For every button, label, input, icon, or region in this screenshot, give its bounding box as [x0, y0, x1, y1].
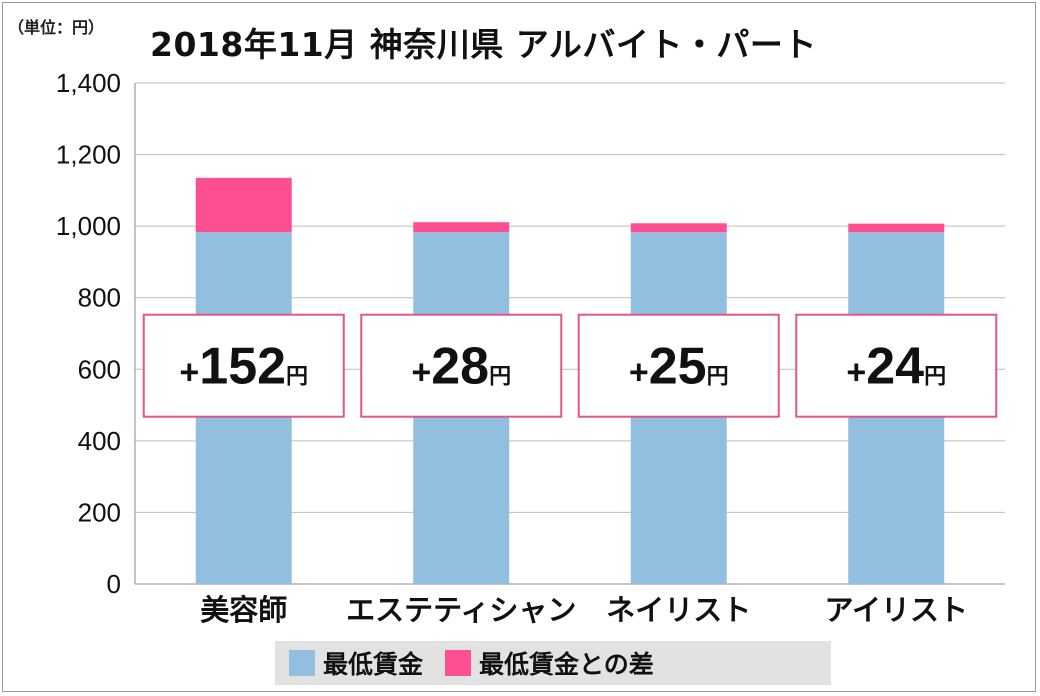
callout-box [360, 313, 563, 418]
legend-swatch-base [289, 650, 315, 676]
data-label-sign: + [179, 354, 199, 392]
data-label: +152円 [179, 338, 308, 396]
bar-diff-segment [848, 223, 945, 233]
data-label-value: 24 [866, 338, 924, 396]
data-label-value: 25 [649, 338, 707, 396]
x-category-label: ネイリスト [606, 593, 751, 627]
y-tick-label: 1,200 [56, 140, 121, 170]
data-label-unit: 円 [489, 365, 511, 390]
callout-box [795, 313, 998, 418]
x-category-label: 美容師 [200, 593, 287, 627]
legend-item-base: 最低賃金 [289, 645, 423, 681]
data-label-value: 28 [431, 338, 489, 396]
data-label-unit: 円 [286, 365, 308, 390]
y-tick-label: 800 [78, 283, 121, 313]
y-tick-label: 1,400 [56, 68, 121, 98]
y-tick-label: 400 [78, 426, 121, 456]
data-label: +25円 [629, 338, 729, 396]
y-tick-label: 600 [78, 354, 121, 384]
chart-title: 2018年11月 神奈川県 アルバイト・パート [150, 25, 817, 64]
legend-label-diff: 最低賃金との差 [479, 650, 654, 679]
data-label: +28円 [411, 338, 511, 396]
x-category-label: エステティシャン [346, 593, 576, 627]
unit-note: （単位：円） [8, 18, 105, 37]
y-tick-label: 200 [78, 497, 121, 527]
y-tick-label: 1,000 [56, 211, 121, 241]
callout: +24円 [795, 313, 998, 418]
data-label-unit: 円 [707, 365, 729, 390]
legend-swatch-diff [445, 650, 472, 676]
data-label-value: 152 [199, 338, 286, 396]
callout: +28円 [360, 313, 563, 418]
legend-label-base: 最低賃金 [323, 650, 424, 679]
x-category-label: アイリスト [824, 593, 968, 627]
callout-box [142, 313, 345, 418]
legend: 最低賃金 最低賃金との差 [275, 641, 831, 685]
bar-diff-segment [195, 177, 292, 233]
callout: +152円 [142, 313, 345, 418]
data-label-sign: + [411, 354, 431, 392]
data-label: +24円 [846, 338, 946, 396]
data-label-sign: + [846, 354, 866, 392]
callout: +25円 [577, 313, 780, 418]
data-label-unit: 円 [924, 365, 946, 390]
bar-diff-segment [413, 222, 510, 233]
bar-diff-segment [630, 223, 727, 233]
y-tick-label: 0 [107, 569, 121, 599]
legend-item-diff: 最低賃金との差 [445, 645, 654, 681]
data-label-sign: + [629, 354, 649, 392]
callout-box [577, 313, 780, 418]
